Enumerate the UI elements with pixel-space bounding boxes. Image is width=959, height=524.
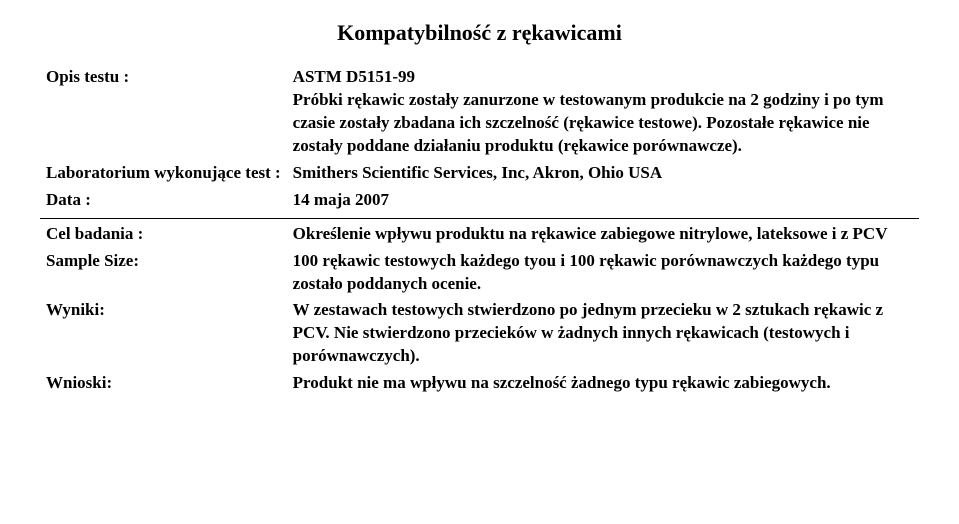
table-row: Data : 14 maja 2007 [40,187,919,214]
row-value: 100 rękawic testowych każdego tyou i 100… [287,248,919,298]
definition-table: Opis testu : ASTM D5151-99 Próbki rękawi… [40,64,919,397]
row-label: Cel badania : [40,218,287,247]
document-title: Kompatybilność z rękawicami [40,20,919,46]
table-row: Laboratorium wykonujące test : Smithers … [40,160,919,187]
table-row: Cel badania : Określenie wpływu produktu… [40,218,919,247]
row-label: Sample Size: [40,248,287,298]
row-value: Smithers Scientific Services, Inc, Akron… [287,160,919,187]
row-value: Produkt nie ma wpływu na szczelność żadn… [287,370,919,397]
table-row: Wnioski: Produkt nie ma wpływu na szczel… [40,370,919,397]
row-label: Opis testu : [40,64,287,160]
table-row: Sample Size: 100 rękawic testowych każde… [40,248,919,298]
table-row: Opis testu : ASTM D5151-99 Próbki rękawi… [40,64,919,160]
row-label: Data : [40,187,287,214]
row-label: Laboratorium wykonujące test : [40,160,287,187]
table-row: Wyniki: W zestawach testowych stwierdzon… [40,297,919,370]
row-value: ASTM D5151-99 Próbki rękawic zostały zan… [287,64,919,160]
row-value: W zestawach testowych stwierdzono po jed… [287,297,919,370]
row-label: Wnioski: [40,370,287,397]
row-value: 14 maja 2007 [287,187,919,214]
row-label: Wyniki: [40,297,287,370]
row-value: Określenie wpływu produktu na rękawice z… [287,218,919,247]
